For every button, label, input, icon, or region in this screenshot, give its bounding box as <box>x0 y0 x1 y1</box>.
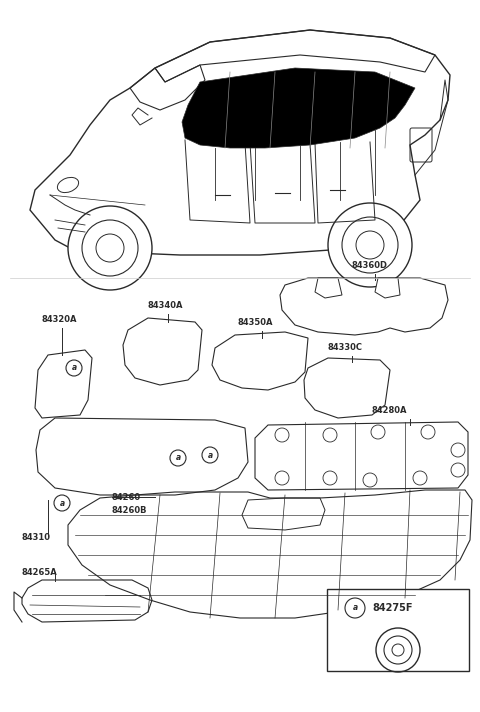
Polygon shape <box>182 68 415 148</box>
Circle shape <box>345 598 365 618</box>
Polygon shape <box>315 278 342 298</box>
Text: 84330C: 84330C <box>328 343 363 352</box>
Text: 84310: 84310 <box>22 533 51 542</box>
Text: 84360D: 84360D <box>352 261 388 270</box>
Text: a: a <box>60 498 65 508</box>
Text: a: a <box>207 451 213 459</box>
Text: 84260: 84260 <box>112 493 141 502</box>
Text: 84320A: 84320A <box>42 315 77 324</box>
Text: 84275F: 84275F <box>372 603 412 613</box>
Text: 84350A: 84350A <box>238 318 274 327</box>
Text: 84260B: 84260B <box>112 506 147 515</box>
Text: a: a <box>352 604 358 612</box>
FancyBboxPatch shape <box>327 589 469 671</box>
Text: 84280A: 84280A <box>372 406 408 415</box>
Circle shape <box>328 203 412 287</box>
Circle shape <box>170 450 186 466</box>
Text: 84265A: 84265A <box>22 568 58 577</box>
Polygon shape <box>375 278 400 298</box>
Circle shape <box>202 447 218 463</box>
Text: 84340A: 84340A <box>148 301 183 310</box>
Circle shape <box>66 360 82 376</box>
Text: a: a <box>72 364 77 372</box>
Circle shape <box>68 206 152 290</box>
Text: a: a <box>175 454 180 463</box>
Circle shape <box>54 495 70 511</box>
